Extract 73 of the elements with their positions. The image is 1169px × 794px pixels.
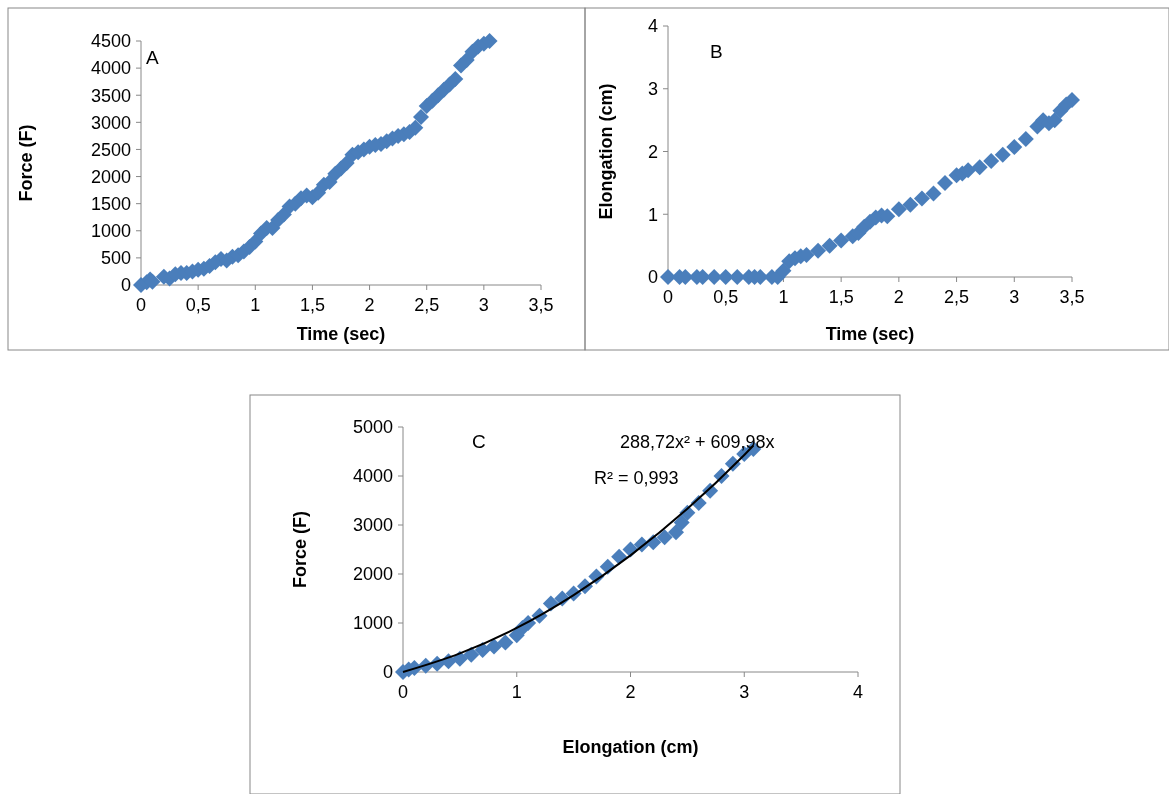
x-tick-label: 2,5: [414, 295, 440, 315]
x-tick-label: 1,5: [828, 287, 854, 307]
y-axis-title: Force (F): [290, 510, 310, 589]
y-tick-label: 0: [382, 662, 393, 683]
point: [673, 514, 690, 531]
point: [913, 190, 930, 207]
x-tick-label: 2: [625, 682, 636, 702]
chart-title: A: [146, 47, 159, 68]
y-axis-title: Force (F): [16, 124, 36, 202]
x-tick-label: 1: [778, 287, 789, 307]
x-tick-label: 3: [478, 295, 489, 315]
x-tick-label: 1: [511, 682, 522, 702]
y-tick-label: 4000: [90, 58, 131, 79]
y-tick-label: 3500: [90, 85, 131, 106]
y-tick-label: 2500: [90, 139, 131, 160]
y-tick-label: 1000: [90, 221, 131, 242]
x-tick-label: 1,5: [299, 295, 325, 315]
x-tick-label: 2,5: [944, 287, 970, 307]
y-tick-label: 3: [647, 79, 658, 100]
x-tick-label: 3,5: [528, 295, 554, 315]
y-tick-label: 4000: [352, 466, 393, 487]
x-tick-label: 3: [1009, 287, 1020, 307]
point: [902, 196, 919, 213]
x-tick-label: 0,5: [713, 287, 739, 307]
point: [668, 524, 684, 541]
x-tick-label: 0,5: [185, 295, 211, 315]
y-tick-label: 1: [647, 204, 658, 225]
x-axis-title: Time (sec): [825, 324, 915, 344]
y-tick-label: 1000: [352, 613, 393, 634]
annotation: 288,72x² + 609,98x: [620, 432, 775, 452]
point: [611, 548, 628, 565]
y-tick-label: 3000: [352, 515, 393, 536]
point: [983, 152, 1000, 169]
y-tick-label: 2: [647, 141, 658, 162]
x-tick-label: 4: [852, 682, 864, 702]
x-tick-label: 3: [739, 682, 750, 702]
x-tick-label: 1: [250, 295, 261, 315]
y-tick-label: 0: [647, 267, 658, 288]
point: [775, 262, 792, 279]
x-tick-label: 0: [135, 295, 147, 315]
y-tick-label: 5000: [352, 417, 393, 438]
x-axis-title: Time (sec): [296, 324, 386, 344]
point: [1017, 130, 1034, 147]
point: [821, 237, 838, 254]
y-tick-label: 2000: [352, 564, 393, 585]
point: [660, 269, 676, 285]
point: [656, 529, 673, 546]
y-tick-label: 3000: [90, 112, 131, 133]
point: [486, 638, 502, 655]
text: B: [710, 41, 723, 62]
point: [497, 634, 514, 651]
x-axis-title: Elongation (cm): [562, 737, 699, 757]
point: [463, 646, 480, 663]
y-tick-label: 500: [100, 248, 131, 269]
x-tick-label: 2: [893, 287, 904, 307]
x-tick-label: 3,5: [1059, 287, 1085, 307]
annotation: R² = 0,993: [594, 468, 679, 488]
y-tick-label: 1500: [90, 193, 131, 214]
y-axis-title: Elongation (cm): [596, 83, 616, 220]
point: [925, 185, 942, 202]
point: [971, 159, 988, 176]
point: [994, 146, 1011, 163]
point: [833, 232, 850, 249]
chart-title: C: [472, 431, 486, 452]
y-tick-label: 4: [647, 16, 658, 37]
point: [1006, 139, 1023, 156]
point: [810, 242, 827, 259]
x-tick-label: 0: [662, 287, 674, 307]
y-tick-label: 2000: [90, 166, 131, 187]
x-tick-label: 0: [397, 682, 409, 702]
y-tick-label: 4500: [90, 31, 131, 52]
point: [890, 201, 907, 218]
point: [937, 174, 954, 191]
